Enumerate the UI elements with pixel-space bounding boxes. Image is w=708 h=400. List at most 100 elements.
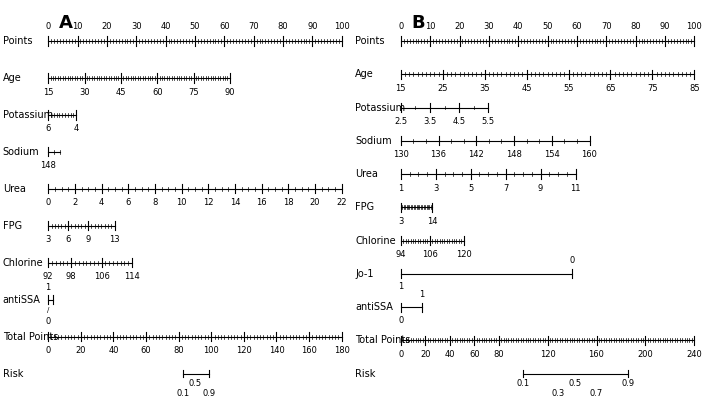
Text: 20: 20	[76, 346, 86, 355]
Text: FPG: FPG	[355, 202, 375, 212]
Text: 85: 85	[689, 84, 700, 93]
Text: Age: Age	[355, 69, 374, 79]
Text: B: B	[411, 14, 425, 32]
Text: 60: 60	[219, 22, 229, 32]
Text: 3: 3	[45, 235, 51, 244]
Text: 8: 8	[152, 198, 158, 208]
Text: /: /	[47, 307, 50, 313]
Text: 70: 70	[249, 22, 259, 32]
Text: Sodium: Sodium	[355, 136, 392, 146]
Text: 0: 0	[45, 346, 51, 355]
Text: Points: Points	[355, 36, 385, 46]
Text: 10: 10	[176, 198, 187, 208]
Text: 1: 1	[419, 290, 424, 299]
Text: 25: 25	[438, 84, 448, 93]
Text: 142: 142	[469, 150, 484, 159]
Text: 20: 20	[310, 198, 320, 208]
Text: 1: 1	[398, 184, 404, 193]
Text: 30: 30	[131, 22, 142, 32]
Text: 45: 45	[521, 84, 532, 93]
Text: 18: 18	[283, 198, 294, 208]
Text: 98: 98	[66, 272, 76, 281]
Text: 4: 4	[99, 198, 104, 208]
Text: 75: 75	[647, 84, 658, 93]
Text: 9: 9	[86, 235, 91, 244]
Text: 14: 14	[427, 217, 438, 226]
Text: 136: 136	[430, 150, 447, 159]
Text: 80: 80	[493, 350, 504, 359]
Text: antiSSA: antiSSA	[355, 302, 394, 312]
Text: Potassium: Potassium	[3, 110, 53, 120]
Text: 0.9: 0.9	[202, 389, 215, 398]
Text: 160: 160	[581, 150, 598, 159]
Text: FPG: FPG	[3, 221, 22, 231]
Text: 0: 0	[398, 316, 404, 324]
Text: Points: Points	[3, 36, 33, 46]
Text: 0: 0	[45, 22, 51, 32]
Text: 140: 140	[268, 346, 285, 355]
Text: 120: 120	[236, 346, 252, 355]
Text: 120: 120	[539, 350, 556, 359]
Text: 6: 6	[45, 124, 51, 134]
Text: 13: 13	[109, 235, 120, 244]
Text: Total Points: Total Points	[3, 332, 58, 342]
Text: 40: 40	[108, 346, 119, 355]
Text: 2: 2	[72, 198, 77, 208]
Text: 90: 90	[660, 22, 670, 32]
Text: Sodium: Sodium	[3, 147, 40, 157]
Text: 0.7: 0.7	[590, 389, 603, 398]
Text: 3: 3	[398, 217, 404, 226]
Text: 180: 180	[333, 346, 350, 355]
Text: 148: 148	[506, 150, 522, 159]
Text: 1: 1	[45, 283, 51, 292]
Text: 40: 40	[160, 22, 171, 32]
Text: 40: 40	[445, 350, 455, 359]
Text: 9: 9	[538, 184, 543, 193]
Text: 16: 16	[256, 198, 267, 208]
Text: 92: 92	[43, 272, 53, 281]
Text: 7: 7	[503, 184, 508, 193]
Text: antiSSA: antiSSA	[3, 295, 40, 305]
Text: 80: 80	[630, 22, 641, 32]
Text: 60: 60	[469, 350, 479, 359]
Text: 80: 80	[278, 22, 288, 32]
Text: 240: 240	[687, 350, 702, 359]
Text: 106: 106	[93, 272, 110, 281]
Text: 160: 160	[588, 350, 605, 359]
Text: 80: 80	[173, 346, 184, 355]
Text: 0: 0	[45, 317, 51, 326]
Text: 114: 114	[124, 272, 140, 281]
Text: 0: 0	[398, 22, 404, 32]
Text: 11: 11	[571, 184, 581, 193]
Text: 55: 55	[564, 84, 573, 93]
Text: 94: 94	[396, 250, 406, 259]
Text: 50: 50	[542, 22, 553, 32]
Text: 22: 22	[336, 198, 347, 208]
Text: 30: 30	[484, 22, 494, 32]
Text: 60: 60	[571, 22, 582, 32]
Text: 160: 160	[301, 346, 317, 355]
Text: Total Points: Total Points	[355, 336, 411, 346]
Text: 65: 65	[605, 84, 616, 93]
Text: 40: 40	[513, 22, 523, 32]
Text: 120: 120	[456, 250, 472, 259]
Text: Chlorine: Chlorine	[3, 258, 43, 268]
Text: 0.9: 0.9	[622, 380, 634, 388]
Text: 0: 0	[569, 256, 575, 266]
Text: 14: 14	[229, 198, 240, 208]
Text: 200: 200	[638, 350, 653, 359]
Text: 35: 35	[479, 84, 490, 93]
Text: 70: 70	[601, 22, 612, 32]
Text: 148: 148	[40, 162, 56, 170]
Text: 0: 0	[398, 350, 404, 359]
Text: 100: 100	[203, 346, 219, 355]
Text: 10: 10	[425, 22, 435, 32]
Text: 20: 20	[455, 22, 464, 32]
Text: Urea: Urea	[3, 184, 25, 194]
Text: 90: 90	[307, 22, 318, 32]
Text: 12: 12	[203, 198, 214, 208]
Text: 154: 154	[544, 150, 559, 159]
Text: 60: 60	[141, 346, 152, 355]
Text: 60: 60	[152, 88, 163, 96]
Text: Risk: Risk	[3, 369, 23, 379]
